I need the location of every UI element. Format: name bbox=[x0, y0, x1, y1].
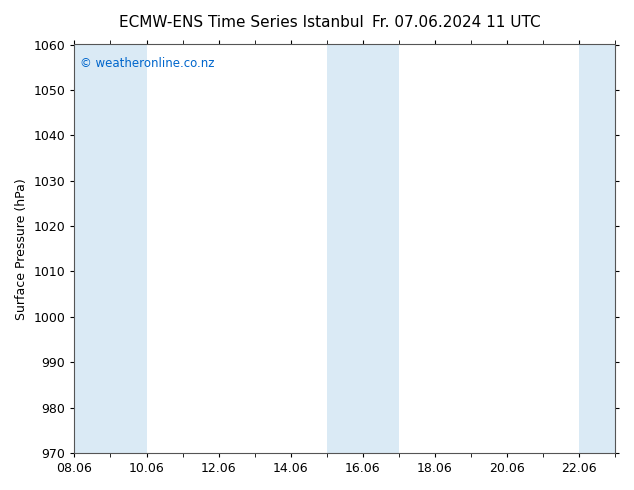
Bar bbox=[110, 45, 146, 453]
Y-axis label: Surface Pressure (hPa): Surface Pressure (hPa) bbox=[15, 178, 28, 319]
Text: ECMW-ENS Time Series Istanbul: ECMW-ENS Time Series Istanbul bbox=[119, 15, 363, 30]
Text: Fr. 07.06.2024 11 UTC: Fr. 07.06.2024 11 UTC bbox=[372, 15, 541, 30]
Bar bbox=[74, 45, 110, 453]
Bar bbox=[579, 45, 615, 453]
Bar bbox=[363, 45, 399, 453]
Text: © weatheronline.co.nz: © weatheronline.co.nz bbox=[80, 57, 214, 70]
Bar bbox=[327, 45, 363, 453]
